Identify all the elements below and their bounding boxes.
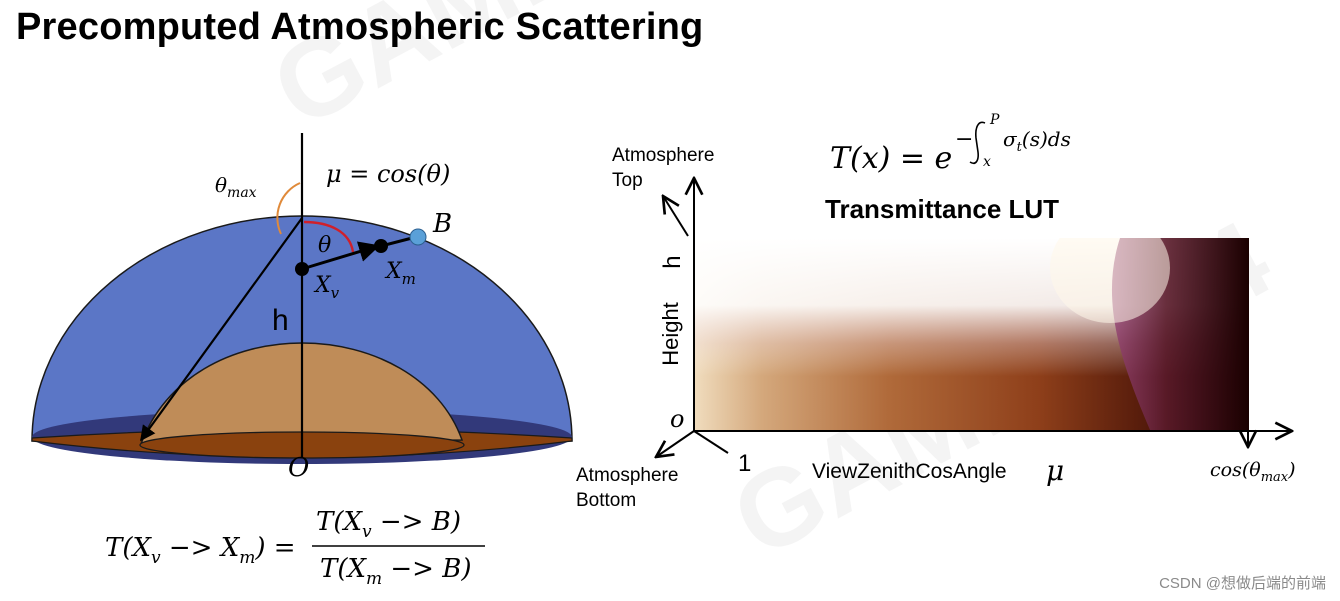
point-b [409,228,427,246]
axis-h-label: h [659,255,686,268]
integral-lower: x [983,154,991,170]
formula-lhs: T(Xv −> Xm) = [105,533,296,568]
formula-denominator: T(Xm −> B) [320,554,471,589]
axis-cos-max-label: cos(θmax) [1210,459,1296,485]
integral-upper: P [989,112,1000,128]
theta-arc [303,220,355,253]
theta-max-arc [276,182,301,235]
mu-equation: μ = cos(θ) [326,160,450,188]
atmosphere-diagram: θmax μ = cos(θ) θ B Xv Xm h O T(Xv −> Xm… [31,133,573,589]
axis-origin-label: o [670,405,684,433]
atmosphere-bottom-arrow [656,430,695,457]
integrand: σt(s)ds [1003,127,1071,155]
point-xm [374,239,388,253]
integral-sign [969,121,986,165]
axis-height-label: Height [658,302,683,366]
point-xv [295,262,309,276]
point-xv-label: Xv [313,273,340,302]
view-ray [301,241,381,271]
axis-mu-label: μ [1046,454,1064,487]
atmosphere-bottom-line1: Atmosphere [576,465,678,486]
transmittance-diagram: T(x) = e − P x σt(s)ds Transmittance LUT… [576,112,1296,511]
svg-text:GAMES104: GAMES104 [254,0,830,151]
point-xm-label: Xm [384,259,416,288]
atmosphere-top-line2: Top [612,170,643,191]
origin-label: O [288,453,309,483]
height-label: h [272,304,289,337]
one-tick-arrow [693,430,729,454]
atmosphere-top-line1: Atmosphere [612,145,714,166]
atmosphere-top-arrow [663,196,689,237]
page-title: Precomputed Atmospheric Scattering [16,6,704,48]
lut-title: Transmittance LUT [825,194,1059,224]
axis-one-label: 1 [738,450,751,477]
credit-watermark: CSDN @想做后端的前端 [1159,575,1326,592]
equation-minus: − [955,127,973,152]
horizon-ray [140,217,303,442]
theta-max-label: θmax [215,173,257,201]
axis-view-label: ViewZenithCosAngle [812,460,1007,483]
ratio-formula: T(Xv −> Xm) = T(Xv −> B) T(Xm −> B) [105,507,485,589]
theta-label: θ [318,233,331,258]
transmittance-equation: T(x) = e − P x σt(s)ds [830,112,1071,176]
point-b-label: B [432,209,452,239]
equation-base: T(x) = e [830,141,952,176]
lut-image [695,238,1249,430]
atmosphere-bottom-line2: Bottom [576,490,636,511]
formula-numerator: T(Xv −> B) [316,507,461,542]
